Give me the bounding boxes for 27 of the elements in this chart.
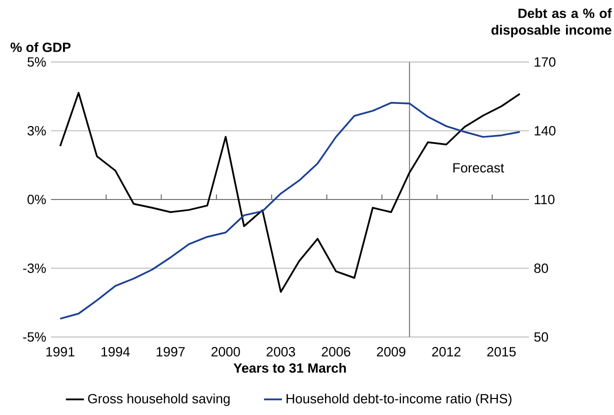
x-tick-label: 1991 [46, 347, 74, 356]
line-series [59, 102, 521, 320]
y2-tick-label: 50 [534, 332, 548, 342]
y2-tick-label: 80 [534, 264, 548, 273]
legend-label: Household debt-to-income ratio (RHS) [286, 394, 512, 406]
y-tick-label: -3% [23, 264, 46, 273]
x-tick-label: 2009 [376, 347, 406, 356]
x-tick-label: 1997 [156, 347, 185, 356]
y2-tick-label: 140 [534, 126, 556, 136]
legend-label: Gross household saving [88, 394, 230, 406]
y2-tick-label: 110 [534, 194, 554, 204]
x-axis-title: Years to 31 March [234, 362, 346, 373]
y2-axis-title: Debt as a % of disposable income [492, 8, 612, 38]
y-tick-label: 5% [28, 57, 46, 67]
x-tick-label: 2015 [487, 347, 516, 356]
y-tick-label: -5% [23, 332, 46, 342]
x-tick-label: 1994 [102, 347, 130, 356]
x-tick-label: 2000 [211, 347, 240, 356]
y-tick-label: 0% [28, 194, 46, 204]
y-tick-label: 3% [28, 126, 46, 136]
x-tick-label: 2003 [266, 347, 296, 356]
x-tick-label: 2006 [322, 347, 350, 356]
line-series [59, 92, 521, 293]
annotation: Forecast [453, 163, 504, 173]
y-axis-title: % of GDP [10, 42, 71, 52]
y2-tick-label: 170 [534, 57, 556, 67]
x-tick-label: 2012 [432, 347, 460, 356]
